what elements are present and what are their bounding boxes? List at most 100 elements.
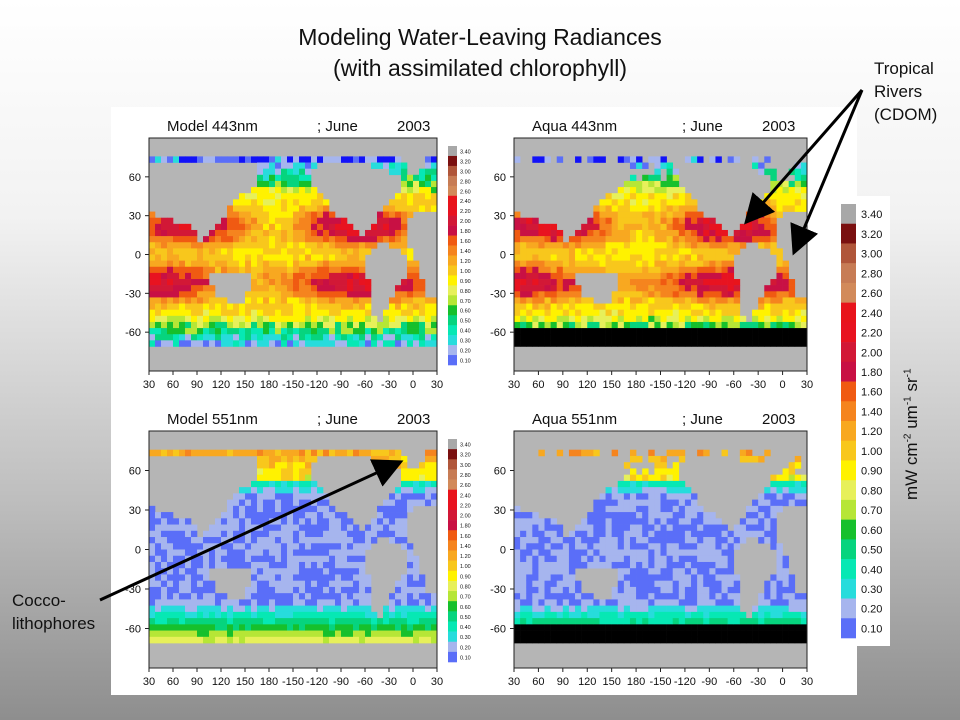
heatmap-cell xyxy=(335,321,342,329)
heatmap-cell xyxy=(329,260,336,268)
heatmap-cell xyxy=(788,611,796,619)
heatmap-cell xyxy=(413,474,420,482)
heatmap-cell xyxy=(353,334,360,341)
heatmap-cell xyxy=(703,549,710,557)
heatmap-cell xyxy=(263,611,270,619)
heatmap-cell xyxy=(654,518,661,525)
heatmap-cell xyxy=(341,328,348,335)
heatmap-cell xyxy=(660,315,667,323)
heatmap-cell xyxy=(697,285,704,292)
heatmap-cell xyxy=(317,156,324,163)
heatmap-cell xyxy=(611,248,619,255)
heatmap-cell xyxy=(684,340,692,347)
heatmap-cell xyxy=(648,487,655,494)
heatmap-cell xyxy=(672,340,680,347)
heatmap-cell xyxy=(245,223,252,231)
heatmap-cell xyxy=(745,630,753,638)
heatmap-cell xyxy=(776,586,783,594)
heatmap-cell xyxy=(715,524,722,532)
heatmap-cell xyxy=(425,187,432,194)
y-tick-label: 30 xyxy=(494,505,506,517)
heatmap-cell xyxy=(666,321,673,329)
heatmap-cell xyxy=(776,321,783,329)
heatmap-cell xyxy=(660,340,667,347)
heatmap-cell xyxy=(581,266,588,274)
heatmap-cell xyxy=(727,568,735,575)
heatmap-cell xyxy=(197,291,204,298)
heatmap-cell xyxy=(179,549,186,557)
heatmap-cell xyxy=(341,285,348,292)
heatmap-cell xyxy=(733,605,741,613)
heatmap-cell xyxy=(568,549,576,557)
heatmap-cell xyxy=(556,586,564,594)
heatmap-cell xyxy=(317,499,324,507)
heatmap-cell xyxy=(727,543,735,550)
heatmap-cell xyxy=(269,303,276,310)
heatmap-cell xyxy=(401,543,408,550)
heatmap-cell xyxy=(672,260,680,268)
heatmap-cell xyxy=(215,555,222,563)
heatmap-cell xyxy=(733,303,741,310)
heatmap-cell xyxy=(703,217,710,225)
heatmap-cell xyxy=(611,297,619,304)
heatmap-cell xyxy=(191,530,198,538)
heatmap-cell xyxy=(642,468,649,475)
heatmap-cell xyxy=(413,487,420,494)
heatmap-cell xyxy=(311,586,318,594)
heatmap-cell xyxy=(611,328,619,335)
heatmap-cell xyxy=(660,480,667,488)
heatmap-cell xyxy=(514,236,521,243)
heatmap-cell xyxy=(672,449,680,457)
heatmap-cell xyxy=(197,630,204,638)
heatmap-cell xyxy=(203,291,210,298)
heatmap-cell xyxy=(721,272,728,280)
heatmap-cell xyxy=(752,236,759,243)
heatmap-cell xyxy=(532,309,539,317)
heatmap-cell xyxy=(185,321,192,329)
heatmap-cell xyxy=(623,242,631,249)
heatmap-cell xyxy=(672,462,680,469)
heatmap-cell xyxy=(691,297,698,304)
heatmap-cell xyxy=(257,561,264,569)
heatmap-cell xyxy=(672,499,680,507)
heatmap-cell xyxy=(269,561,276,569)
heatmap-cell xyxy=(425,455,432,463)
heatmap-cell xyxy=(691,340,698,347)
heatmap-cell xyxy=(293,321,300,329)
heatmap-cell xyxy=(599,211,606,219)
heatmap-cell xyxy=(323,505,330,513)
heatmap-cell xyxy=(575,636,582,644)
heatmap-cell xyxy=(359,266,366,274)
heatmap-cell xyxy=(654,266,661,274)
y-tick-label: -30 xyxy=(490,288,506,300)
heatmap-cell xyxy=(764,229,771,237)
heatmap-cell xyxy=(684,217,692,225)
heatmap-cell xyxy=(636,303,643,310)
heatmap-cell xyxy=(593,309,600,317)
heatmap-cell xyxy=(678,187,686,194)
heatmap-cell xyxy=(514,334,521,341)
heatmap-cell xyxy=(642,297,649,304)
heatmap-cell xyxy=(629,266,637,274)
heatmap-cell xyxy=(629,605,637,613)
heatmap-cell xyxy=(209,524,216,532)
heatmap-cell xyxy=(745,334,753,341)
heatmap-cell xyxy=(413,340,420,347)
heatmap-cell xyxy=(299,248,306,255)
heatmap-cell xyxy=(593,254,600,261)
heatmap-cell xyxy=(263,236,270,243)
heatmap-cell xyxy=(257,499,264,507)
heatmap-cell xyxy=(149,309,156,317)
heatmap-cell xyxy=(721,599,728,606)
colorbar-label: 0.40 xyxy=(460,329,471,335)
heatmap-cell xyxy=(323,297,330,304)
heatmap-cell xyxy=(526,568,533,575)
heatmap-cell xyxy=(197,156,204,163)
heatmap-cell xyxy=(648,334,655,341)
heatmap-cell xyxy=(593,260,600,268)
heatmap-cell xyxy=(770,580,777,588)
heatmap-cell xyxy=(305,624,312,631)
heatmap-cell xyxy=(654,555,661,563)
heatmap-cell xyxy=(269,315,276,323)
heatmap-cell xyxy=(203,630,210,638)
